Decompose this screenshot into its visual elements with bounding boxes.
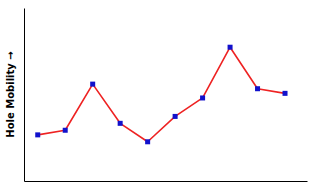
line [38,47,285,142]
marker [63,128,68,133]
y-axis-line [24,9,25,182]
y-axis [24,9,25,182]
plot [25,9,308,182]
marker [35,132,40,137]
marker [200,95,205,100]
y-axis-label: Hole Mobility → [5,51,16,137]
marker [173,114,178,119]
marker [255,86,260,91]
marker [145,139,150,144]
marker [118,121,123,126]
marker [90,82,95,87]
x-axis-line [25,181,308,182]
chart: Hole Mobility → [0,0,315,189]
marks [35,45,287,145]
marker [283,91,288,96]
marker [228,45,233,50]
x-axis [25,181,308,182]
